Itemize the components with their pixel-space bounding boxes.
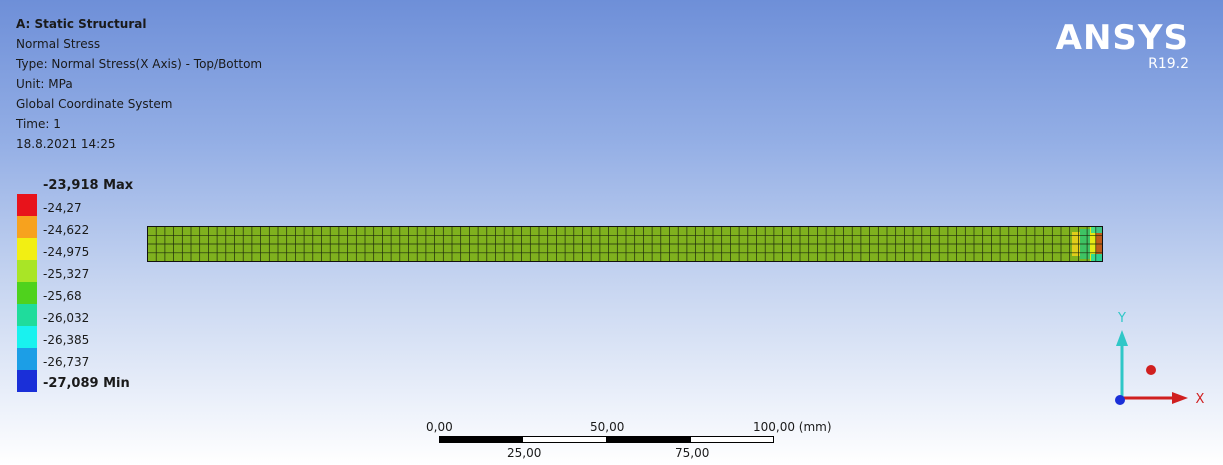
legend-color-band: [17, 194, 37, 216]
coordinate-triad[interactable]: Y X: [1100, 300, 1210, 415]
scale-segment: [690, 436, 774, 443]
legend-color-band: [17, 216, 37, 238]
beam-mesh-model[interactable]: [147, 226, 1109, 264]
y-axis-label: Y: [1117, 311, 1126, 326]
legend-color-band: [17, 326, 37, 348]
logo-name: ANSYS: [1055, 18, 1189, 58]
legend-color-band: [17, 282, 37, 304]
legend-label: -24,27: [43, 201, 82, 215]
legend-color-band: [17, 304, 37, 326]
legend-max-label: -23,918 Max: [43, 178, 134, 193]
result-date: 18.8.2021 14:25: [16, 137, 116, 151]
legend-color-bar: [17, 194, 37, 392]
coordinate-system: Global Coordinate System: [16, 97, 173, 111]
result-time: Time: 1: [16, 117, 61, 131]
result-info-panel: A: Static Structural Normal Stress Type:…: [16, 14, 262, 154]
scale-label-bottom: 75,00: [675, 446, 710, 460]
legend-label: -25,68: [43, 289, 82, 303]
result-type: Type: Normal Stress(X Axis) - Top/Bottom: [16, 57, 263, 71]
legend-color-band: [17, 260, 37, 282]
scale-segment: [439, 436, 523, 443]
logo-version: R19.2: [1148, 56, 1189, 72]
x-axis-label: X: [1196, 392, 1205, 407]
legend-color-band: [17, 348, 37, 370]
analysis-title: A: Static Structural: [16, 17, 147, 31]
scale-label-top: 100,00 (mm): [753, 420, 832, 434]
legend-label: -24,622: [43, 223, 90, 237]
ansys-logo: ANSYS R19.2: [1056, 20, 1189, 72]
legend-label: -26,737: [43, 355, 90, 369]
y-axis-arrow-icon: [1116, 330, 1128, 346]
origin-icon: [1115, 395, 1125, 405]
beam-outline: [147, 226, 1103, 262]
legend-color-band: [17, 370, 37, 392]
legend-color-band: [17, 238, 37, 260]
legend-label: -24,975: [43, 245, 90, 259]
legend-label: -26,385: [43, 333, 90, 347]
scale-segment: [606, 436, 691, 443]
result-name: Normal Stress: [16, 37, 101, 51]
scale-label-bottom: 25,00: [507, 446, 542, 460]
legend-min-label: -27,089 Min: [43, 376, 130, 391]
scale-label-top: 50,00: [590, 420, 625, 434]
result-unit: Unit: MPa: [16, 77, 73, 91]
scale-bar: 0,00 50,00 100,00 (mm) 25,00 75,00: [426, 420, 900, 460]
legend-label: -25,327: [43, 267, 90, 281]
scale-segment: [522, 436, 607, 443]
legend-label: -26,032: [43, 311, 90, 325]
x-axis-arrow-icon: [1172, 392, 1188, 404]
scale-label-top: 0,00: [426, 420, 453, 434]
rotation-center-icon: [1146, 365, 1156, 375]
mesh-grid: [147, 226, 1103, 262]
